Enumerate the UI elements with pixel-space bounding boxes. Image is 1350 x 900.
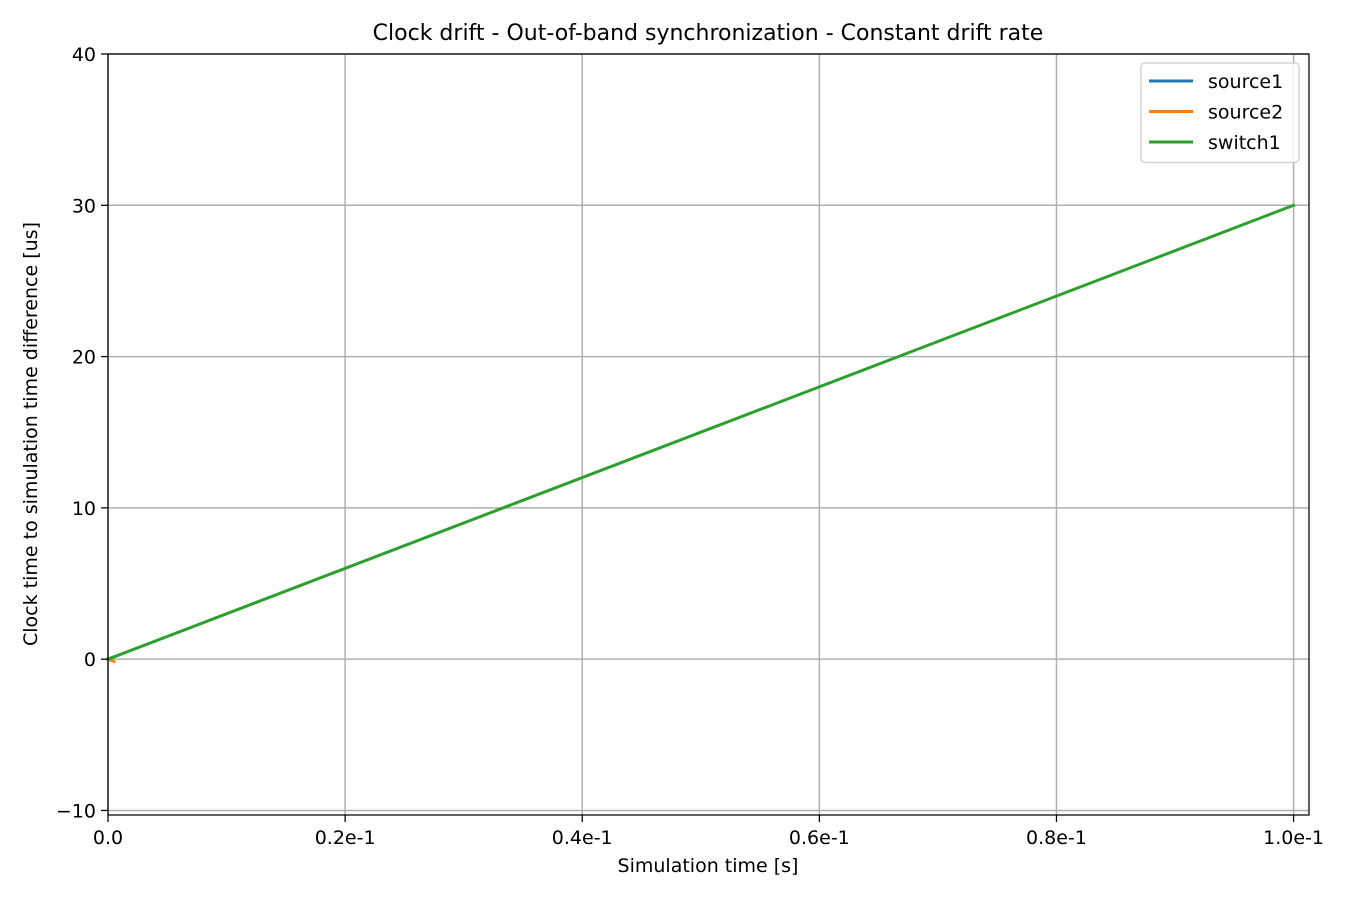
x-tick-label: 0.4e-1 (552, 827, 613, 849)
legend-label-source1: source1 (1208, 71, 1283, 93)
x-tick-label: 0.2e-1 (315, 827, 376, 849)
y-tick-label: 0 (84, 649, 96, 671)
series-line-switch1 (106, 203, 1296, 662)
plot-lines (106, 203, 1296, 664)
x-tick-label: 0.0 (93, 827, 123, 849)
legend-label-switch1: switch1 (1208, 132, 1281, 154)
x-tick-label: 1.0e-1 (1263, 827, 1324, 849)
chart-title: Clock drift - Out-of-band synchronizatio… (373, 21, 1044, 46)
ticks: 0.0 0.2e-1 0.4e-1 0.6e-1 0.8e-1 1.0e-1 −10 0 10 2… (56, 44, 1324, 849)
x-tick-label: 0.6e-1 (789, 827, 850, 849)
y-tick-label: 40 (72, 44, 96, 66)
x-axis-label: Simulation time [s] (618, 855, 799, 877)
grid (107, 53, 1309, 815)
axes-frame (107, 53, 1310, 816)
legend: source1 source2 switch1 (1140, 62, 1300, 164)
y-tick-label: 20 (72, 347, 96, 369)
y-tick-label: 30 (72, 195, 96, 217)
y-tick-label: 10 (72, 498, 96, 520)
y-axis-label: Clock time to simulation time difference… (20, 222, 42, 646)
y-tick-label: −10 (56, 800, 96, 822)
legend-label-source2: source2 (1208, 102, 1283, 124)
legend-box (1140, 62, 1300, 164)
x-tick-label: 0.8e-1 (1026, 827, 1087, 849)
